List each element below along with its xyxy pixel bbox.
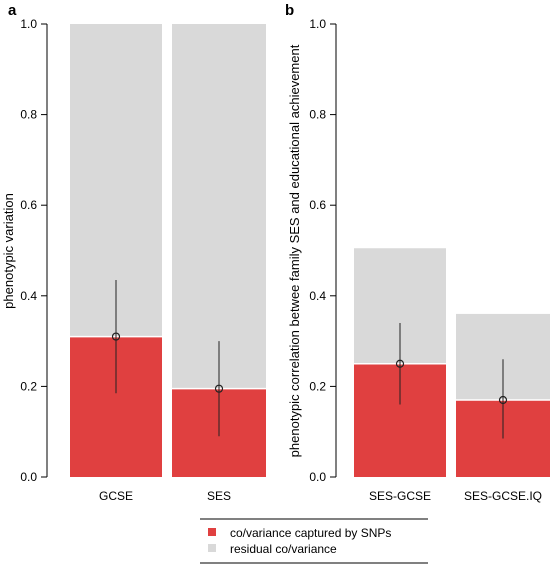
y-tick-label: 0.4 xyxy=(20,289,37,303)
panel-b-bars xyxy=(354,248,550,477)
y-tick-label: 0.8 xyxy=(309,108,326,122)
x-tick-label-ses-gcse.iq: SES-GCSE.IQ xyxy=(464,489,542,503)
panel-b-label: b xyxy=(285,2,294,19)
panel-b-y-axis: 0.0 0.2 0.4 0.6 0.8 1.0 xyxy=(309,17,337,484)
y-tick-label: 1.0 xyxy=(309,17,326,31)
y-tick-label: 0.6 xyxy=(309,198,326,212)
y-tick-label: 0.0 xyxy=(20,470,37,484)
panel-a-x-ticks: GCSE SES xyxy=(99,489,231,503)
point-estimate-ses-gcse.iq xyxy=(498,395,508,405)
y-tick-label: 0.0 xyxy=(309,470,326,484)
panel-b-x-ticks: SES-GCSE SES-GCSE.IQ xyxy=(369,489,542,503)
legend-swatch-residual xyxy=(208,544,216,552)
y-tick-label: 1.0 xyxy=(20,17,37,31)
panel-b: b phenotypic correlation betwee family S… xyxy=(285,2,550,503)
y-tick-label: 0.6 xyxy=(20,198,37,212)
point-estimate-ses xyxy=(214,384,224,393)
y-tick-label: 0.2 xyxy=(20,379,37,393)
panel-a-label: a xyxy=(8,2,17,19)
y-tick-label: 0.2 xyxy=(309,379,326,393)
y-tick-label: 0.8 xyxy=(20,108,37,122)
point-estimate-gcse xyxy=(111,332,121,341)
panel-a-y-axis: 0.0 0.2 0.4 0.6 0.8 1.0 xyxy=(20,17,48,484)
bar-residual-ses xyxy=(172,24,266,389)
legend-label-residual: residual co/variance xyxy=(230,542,337,556)
y-tick-label: 0.4 xyxy=(309,289,326,303)
x-tick-label-ses: SES xyxy=(207,489,231,503)
panel-a-bars xyxy=(70,24,266,477)
legend-swatch-snp xyxy=(208,528,216,536)
panel-a-ylabel: phenotypic variation xyxy=(1,193,16,309)
panel-a: a phenotypic variation 0.0 0.2 0.4 0.6 0.8 1.… xyxy=(1,2,266,503)
legend-label-snp: co/variance captured by SNPs xyxy=(230,526,391,540)
x-tick-label-gcse: GCSE xyxy=(99,489,133,503)
x-tick-label-ses-gcse: SES-GCSE xyxy=(369,489,431,503)
legend: co/variance captured by SNPs residual co… xyxy=(200,518,428,564)
point-estimate-ses-gcse xyxy=(395,359,405,368)
panel-b-ylabel: phenotypic correlation betwee family SES… xyxy=(287,44,302,457)
